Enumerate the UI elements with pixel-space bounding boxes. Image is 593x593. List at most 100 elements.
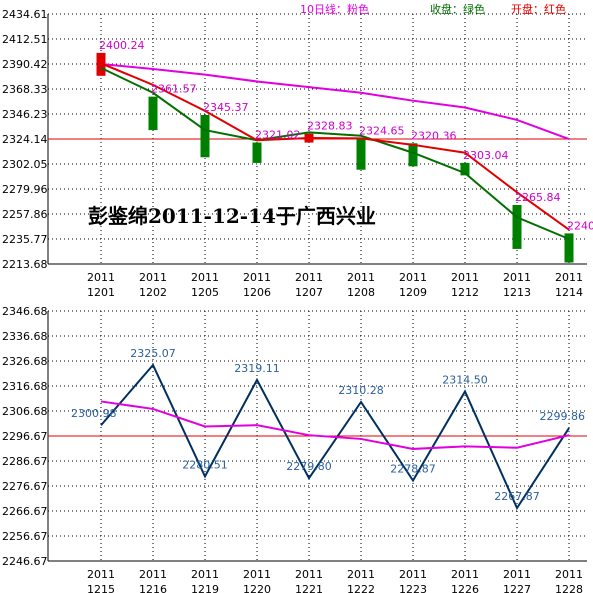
- y-tick-label: 2368.33: [2, 83, 48, 96]
- series: [96, 52, 574, 511]
- x-tick-label-year: 2011: [451, 568, 479, 581]
- axis-labels: 2434.61 2412.51 2390.42 2368.33 2346.23 2324.…: [2, 8, 583, 593]
- y-tick-label: 2434.61: [2, 8, 48, 21]
- forecast-value-label: 2278.87: [390, 463, 436, 476]
- candle-bar: [356, 138, 366, 170]
- x-tick-label-date: 1214: [555, 286, 583, 299]
- y-tick-label: 2296.67: [2, 430, 48, 443]
- forecast-value-label: 2314.50: [442, 373, 488, 386]
- x-tick-label-date: 1205: [191, 286, 219, 299]
- x-tick-label-year: 2011: [451, 271, 479, 284]
- x-tick-label-year: 2011: [243, 271, 271, 284]
- candle-value-label: 2265.84: [515, 191, 561, 204]
- candle-value-label: 2345.37: [203, 101, 249, 114]
- x-tick-label-date: 1226: [451, 583, 479, 593]
- candle-value-label: 2361.57: [151, 83, 197, 96]
- forecast-line: [100, 363, 570, 511]
- candle-value-label: 2324.65: [359, 124, 405, 137]
- candle-bar: [200, 114, 210, 158]
- y-tick-label: 2412.51: [2, 33, 48, 46]
- candle-bar: [408, 143, 418, 167]
- y-tick-label: 2213.68: [2, 258, 48, 271]
- legend-ma10: 10日线：粉色: [300, 2, 369, 16]
- y-tick-label: 2257.86: [2, 208, 48, 221]
- forecast-value-label: 2280.51: [182, 458, 228, 471]
- x-tick-label-year: 2011: [191, 271, 219, 284]
- ma10-line: [100, 63, 570, 140]
- x-tick-label-date: 1219: [191, 583, 219, 593]
- y-tick-label: 2390.42: [2, 58, 48, 71]
- y-tick-label: 2266.67: [2, 505, 48, 518]
- forecast-value-label: 2325.07: [130, 347, 176, 360]
- x-tick-label-date: 1228: [555, 583, 583, 593]
- y-tick-label: 2324.14: [2, 133, 48, 146]
- y-tick-label: 2336.68: [2, 330, 48, 343]
- x-tick-label-year: 2011: [139, 271, 167, 284]
- x-tick-label-date: 1212: [451, 286, 479, 299]
- y-tick-label: 2286.67: [2, 455, 48, 468]
- x-tick-label-year: 2011: [555, 271, 583, 284]
- candle-bar: [512, 204, 522, 249]
- candle-bar: [252, 142, 262, 163]
- forecast-value-label: 2300.98: [71, 407, 117, 420]
- y-tick-label: 2235.77: [2, 233, 48, 246]
- x-tick-label-year: 2011: [399, 271, 427, 284]
- candle-value-label: 2240.73: [567, 219, 593, 232]
- data-labels: 2400.24 2361.57 2345.37 2321.02 2328.83 2324.…: [71, 39, 593, 503]
- candle-bar: [148, 96, 158, 131]
- candle-value-label: 2328.83: [307, 120, 353, 133]
- x-tick-label-date: 1216: [139, 583, 167, 593]
- y-tick-label: 2246.67: [2, 555, 48, 568]
- legend-close: 收盘：绿色: [430, 2, 485, 16]
- x-tick-label-date: 1222: [347, 583, 375, 593]
- forecast-value-label: 2310.28: [338, 384, 384, 397]
- open-line: [100, 62, 570, 231]
- forecast-value-label: 2319.11: [234, 362, 280, 375]
- x-tick-label-year: 2011: [295, 568, 323, 581]
- x-tick-label-year: 2011: [503, 568, 531, 581]
- x-tick-label-date: 1202: [139, 286, 167, 299]
- forecast-value-label: 2267.87: [494, 490, 540, 503]
- candle-bar: [460, 162, 470, 176]
- candle-bar: [564, 233, 574, 263]
- y-tick-label: 2279.96: [2, 183, 48, 196]
- y-tick-label: 2346.68: [2, 305, 48, 318]
- x-tick-label-year: 2011: [295, 271, 323, 284]
- x-tick-label-date: 1227: [503, 583, 531, 593]
- y-tick-label: 2306.68: [2, 405, 48, 418]
- y-tick-label: 2256.67: [2, 530, 48, 543]
- watermark-text: 彭鉴绵2011-12-14于广西兴业: [88, 204, 376, 228]
- x-tick-label-year: 2011: [191, 568, 219, 581]
- legend-open: 开盘：红色: [511, 2, 566, 16]
- forecast-value-label: 2299.86: [540, 410, 586, 423]
- average-line: [100, 400, 570, 450]
- x-tick-label-date: 1215: [87, 583, 115, 593]
- x-tick-label-date: 1223: [399, 583, 427, 593]
- y-tick-label: 2346.23: [2, 108, 48, 121]
- x-tick-label-year: 2011: [139, 568, 167, 581]
- candle-value-label: 2400.24: [99, 39, 145, 52]
- x-tick-label-year: 2011: [399, 568, 427, 581]
- x-tick-label-year: 2011: [243, 568, 271, 581]
- x-tick-label-date: 1208: [347, 286, 375, 299]
- x-tick-label-year: 2011: [87, 568, 115, 581]
- y-tick-label: 2326.68: [2, 355, 48, 368]
- x-tick-label-date: 1209: [399, 286, 427, 299]
- candle-value-label: 2321.02: [255, 129, 301, 142]
- close-line: [100, 66, 570, 240]
- candle-value-label: 2303.04: [463, 149, 509, 162]
- x-tick-label-year: 2011: [347, 271, 375, 284]
- x-tick-label-year: 2011: [503, 271, 531, 284]
- x-tick-label-year: 2011: [87, 271, 115, 284]
- x-tick-label-date: 1201: [87, 286, 115, 299]
- x-tick-label-date: 1213: [503, 286, 531, 299]
- forecast-value-label: 2279.80: [286, 460, 332, 473]
- x-tick-label-date: 1221: [295, 583, 323, 593]
- x-tick-label-year: 2011: [347, 568, 375, 581]
- x-tick-label-date: 1220: [243, 583, 271, 593]
- y-tick-label: 2302.05: [2, 158, 48, 171]
- x-tick-label-date: 1206: [243, 286, 271, 299]
- x-tick-label-year: 2011: [555, 568, 583, 581]
- x-tick-label-date: 1207: [295, 286, 323, 299]
